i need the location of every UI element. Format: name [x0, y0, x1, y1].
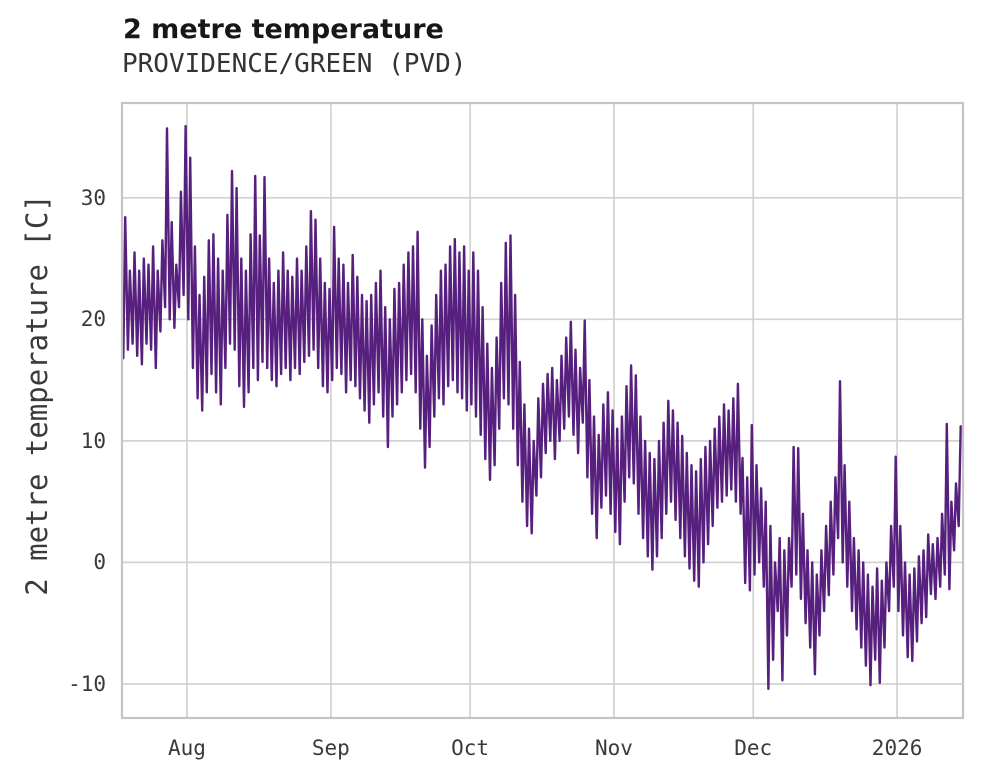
y-tick-label: 20 — [80, 307, 106, 332]
x-tick-label: Dec — [734, 736, 773, 760]
y-tick-label: 30 — [80, 185, 106, 210]
x-tick-label: 2026 — [871, 736, 923, 760]
x-tick-label: Oct — [451, 736, 490, 760]
x-tick-label: Sep — [311, 736, 350, 760]
y-tick-label: 10 — [80, 428, 106, 453]
chart-title: 2 metre temperature — [123, 14, 444, 45]
temperature-series-line — [122, 124, 962, 690]
plot-border — [120, 101, 965, 720]
y-tick-label: -10 — [68, 671, 106, 696]
x-tick-label: Nov — [595, 736, 633, 760]
y-tick-label: 0 — [93, 550, 106, 575]
chart-subtitle: PROVIDENCE/GREEN (PVD) — [122, 49, 467, 79]
x-tick-label: Aug — [168, 736, 206, 760]
